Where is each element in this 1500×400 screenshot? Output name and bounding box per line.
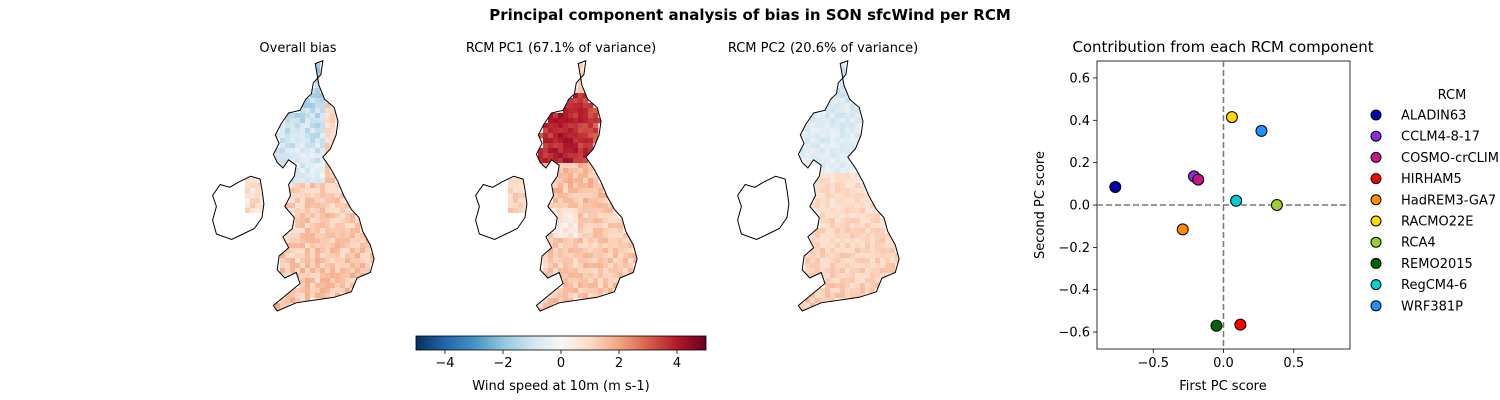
legend-label: REMO2015 bbox=[1401, 257, 1473, 272]
colorbar-tick-label: −2 bbox=[493, 356, 512, 371]
colorbar-tick-label: 4 bbox=[673, 356, 681, 371]
legend-marker bbox=[1370, 279, 1382, 291]
scatter-point-rca4 bbox=[1270, 199, 1283, 211]
pc2-map bbox=[737, 60, 900, 312]
scatter-point-hirham5 bbox=[1234, 318, 1247, 331]
legend-marker bbox=[1370, 215, 1382, 227]
ireland-coastline bbox=[212, 175, 265, 241]
y-tick-label: 0.6 bbox=[1069, 71, 1090, 86]
scatter-points bbox=[1109, 111, 1283, 332]
colorbar: −4 −2 0 2 4 Wind speed at 10m (m s-1) bbox=[415, 335, 707, 394]
ireland-coastline bbox=[475, 175, 528, 241]
legend-label: RegCM4-6 bbox=[1401, 278, 1467, 293]
scatter-legend: RCM ALADIN63 CCLM4-8-17 COSMO-crCLIM HIRHAM… bbox=[1370, 88, 1499, 314]
scatter-reference-lines bbox=[1097, 61, 1350, 349]
scatter-panel: Contribution from each RCM component −0.… bbox=[1033, 38, 1374, 394]
y-tick-label: 0.2 bbox=[1069, 156, 1090, 171]
map-panel-overall-bias: Overall bias bbox=[212, 41, 375, 312]
legend-label: RCA4 bbox=[1401, 236, 1436, 251]
map-raster bbox=[215, 63, 375, 311]
x-tick-label: 0.0 bbox=[1213, 356, 1234, 371]
y-tick-label: −0.2 bbox=[1058, 241, 1090, 256]
legend-items: ALADIN63 CCLM4-8-17 COSMO-crCLIM HIRHAM5 Had… bbox=[1370, 109, 1499, 314]
map-panel-pc2: RCM PC2 (20.6% of variance) bbox=[728, 41, 918, 312]
legend-label: RACMO22E bbox=[1401, 215, 1473, 230]
colorbar-ticks: −4 −2 0 2 4 bbox=[435, 350, 681, 371]
map-panel-pc1: RCM PC1 (67.1% of variance) bbox=[466, 41, 656, 312]
legend-marker bbox=[1370, 109, 1382, 121]
colorbar-tick-label: −4 bbox=[435, 356, 454, 371]
legend-marker bbox=[1370, 257, 1382, 269]
scatter-x-label: First PC score bbox=[1179, 379, 1266, 394]
legend-marker bbox=[1370, 173, 1382, 185]
legend-label: WRF381P bbox=[1401, 299, 1463, 314]
scatter-point-hadrem3-ga7 bbox=[1176, 223, 1189, 236]
scatter-title: Contribution from each RCM component bbox=[1072, 38, 1373, 56]
legend-label: HadREM3-GA7 bbox=[1401, 193, 1496, 208]
colorbar-label: Wind speed at 10m (m s-1) bbox=[472, 379, 649, 394]
great-britain-coastline bbox=[535, 60, 638, 312]
map-raster bbox=[740, 63, 900, 311]
legend-label: COSMO-crCLIM bbox=[1401, 151, 1499, 166]
legend-marker bbox=[1370, 151, 1382, 163]
legend-label: CCLM4-8-17 bbox=[1401, 130, 1480, 145]
map-title-pc1: RCM PC1 (67.1% of variance) bbox=[466, 41, 656, 56]
map-title-overall-bias: Overall bias bbox=[259, 41, 336, 56]
figure-title: Principal component analysis of bias in … bbox=[489, 6, 1011, 24]
ireland-coastline bbox=[737, 175, 790, 241]
legend-label: HIRHAM5 bbox=[1401, 172, 1462, 187]
overall-bias-map bbox=[212, 60, 375, 312]
scatter-point-aladin63 bbox=[1109, 181, 1122, 193]
legend-marker bbox=[1370, 194, 1382, 206]
legend-marker bbox=[1370, 236, 1382, 248]
scatter-point-cosmo-crclim bbox=[1192, 173, 1205, 186]
colorbar-tick-label: 0 bbox=[557, 356, 565, 371]
scatter-point-regcm4-6 bbox=[1230, 194, 1243, 207]
great-britain-coastline bbox=[797, 60, 900, 312]
colorbar-gradient bbox=[415, 335, 707, 351]
y-tick-label: 0.0 bbox=[1069, 199, 1090, 214]
great-britain-coastline bbox=[272, 60, 375, 312]
colorbar-tick-label: 2 bbox=[615, 356, 623, 371]
y-tick-label: −0.4 bbox=[1058, 283, 1090, 298]
y-tick-label: 0.4 bbox=[1069, 114, 1090, 129]
legend-marker bbox=[1370, 130, 1382, 142]
legend-label: ALADIN63 bbox=[1401, 109, 1466, 124]
scatter-point-racmo22e bbox=[1225, 111, 1238, 124]
legend-marker bbox=[1370, 300, 1382, 312]
scatter-point-remo2015 bbox=[1210, 319, 1223, 332]
legend-title: RCM bbox=[1438, 88, 1467, 103]
x-tick-label: −0.5 bbox=[1137, 356, 1169, 371]
scatter-y-label: Second PC score bbox=[1033, 151, 1048, 259]
map-raster bbox=[478, 63, 638, 311]
pc1-map bbox=[475, 60, 638, 312]
y-tick-label: −0.6 bbox=[1058, 326, 1090, 341]
scatter-ticks: −0.5 0.0 0.5 −0.6 −0.4 −0.2 0.0 0.2 0.4 0.6 bbox=[1058, 71, 1304, 371]
scatter-point-wrf381p bbox=[1255, 124, 1268, 137]
x-tick-label: 0.5 bbox=[1283, 356, 1304, 371]
map-title-pc2: RCM PC2 (20.6% of variance) bbox=[728, 41, 918, 56]
